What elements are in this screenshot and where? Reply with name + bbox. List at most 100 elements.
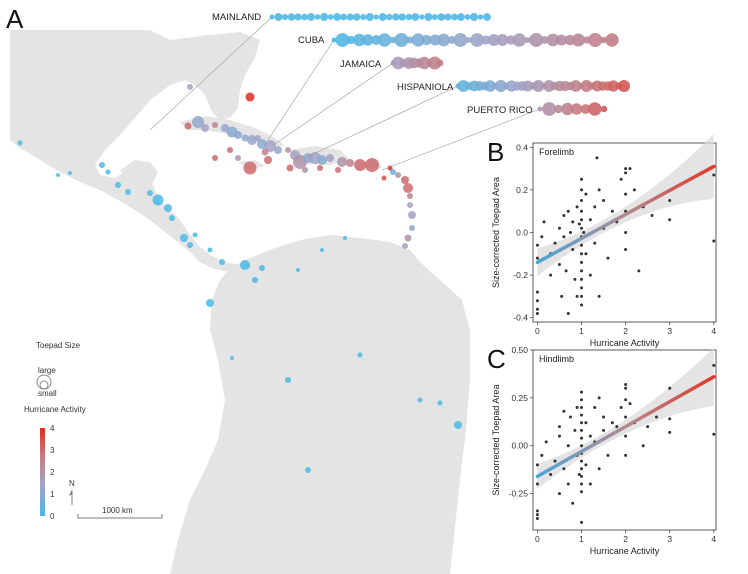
strip-dot-mainland	[327, 14, 334, 20]
data-point	[624, 453, 628, 457]
map-dot	[381, 175, 387, 181]
data-point	[584, 252, 588, 256]
data-point	[562, 213, 566, 217]
panel-title: Forelimb	[539, 147, 574, 157]
strip-dot-mainland	[464, 14, 471, 20]
data-point	[712, 363, 716, 367]
map-dot	[187, 84, 193, 90]
data-point	[566, 311, 570, 315]
strip-dot-cuba	[496, 34, 509, 46]
strip-dot-hispaniola	[494, 80, 507, 92]
landmass-florida	[212, 58, 240, 118]
data-point	[580, 405, 584, 409]
data-point	[575, 294, 579, 298]
data-point	[580, 474, 584, 478]
map-dot	[99, 162, 105, 168]
strip-dot-puerto-rico	[600, 105, 608, 113]
north-arrow: N	[69, 479, 75, 505]
map-dot	[192, 116, 204, 128]
strip-dot-puerto-rico	[537, 106, 543, 112]
strip-dot-mainland	[419, 14, 425, 20]
map-dot	[402, 243, 408, 249]
strip-dot-cuba	[588, 33, 603, 47]
landmass-north-america	[10, 30, 260, 272]
data-point	[646, 425, 650, 429]
x-tick-label: 2	[623, 326, 628, 336]
data-point	[577, 472, 581, 476]
map-dot	[180, 234, 188, 242]
data-point	[668, 430, 672, 434]
data-point	[624, 434, 628, 438]
data-point	[588, 273, 592, 277]
data-point	[593, 241, 597, 245]
data-point	[628, 167, 632, 171]
data-point	[602, 415, 606, 419]
hurricane-tick-0: 0	[50, 512, 55, 521]
data-point	[619, 405, 623, 409]
map-dot	[346, 159, 354, 167]
map-dot	[125, 189, 131, 195]
data-point	[560, 294, 564, 298]
panel-c-hindlimb: C Hindlimb 0 1 2 3 4 -0.25 0.00 0.25 0.50 Hurrican…	[487, 344, 716, 556]
data-point	[557, 226, 561, 230]
data-point	[580, 398, 584, 402]
data-point	[597, 467, 601, 471]
map-dot	[243, 161, 257, 175]
data-point	[580, 467, 584, 471]
strip-dot-hispaniola	[532, 80, 545, 92]
y-axis-label: Size-corrected Toepad Area	[491, 385, 501, 496]
data-point	[540, 453, 544, 457]
data-point	[566, 209, 570, 213]
data-point	[668, 218, 672, 222]
data-point	[593, 405, 597, 409]
hurricane-tick-4: 4	[50, 424, 55, 433]
label-puerto-rico: PUERTO RICO	[467, 105, 533, 116]
data-point	[588, 434, 592, 438]
y-tick-label: -0.4	[513, 313, 528, 323]
strip-dot-mainland	[444, 13, 452, 21]
data-point	[602, 199, 606, 203]
strip-dot-mainland	[392, 13, 400, 21]
y-axis-label: Size-corrected Toepad Area	[491, 177, 501, 288]
legend-toepad-title: Toepad Size	[36, 341, 81, 350]
data-point	[654, 415, 658, 419]
strip-dot-mainland	[340, 13, 348, 21]
map-panel	[10, 30, 470, 574]
strip-dot-mainland	[320, 13, 329, 21]
data-point	[580, 444, 584, 448]
map-dot	[240, 260, 250, 270]
data-point	[580, 226, 584, 230]
strip-dot-cuba	[605, 33, 619, 47]
data-point	[668, 386, 672, 390]
leader-line-hispaniola	[304, 85, 459, 159]
strip-dot-hispaniola	[484, 80, 496, 92]
data-point	[542, 220, 546, 224]
data-point	[568, 415, 572, 419]
data-point	[580, 260, 584, 264]
data-point	[712, 239, 716, 243]
data-point	[535, 307, 539, 311]
map-dot	[317, 165, 323, 171]
map-dot	[252, 277, 258, 283]
data-point	[580, 277, 584, 281]
map-dot	[201, 124, 209, 132]
map-dot	[296, 268, 300, 272]
strip-dot-mainland	[386, 13, 393, 21]
map-dot	[403, 183, 413, 193]
data-point	[535, 243, 539, 247]
map-dot	[285, 377, 291, 383]
map-dot	[404, 234, 412, 242]
map-dot	[354, 159, 366, 171]
hurricane-tick-2: 2	[50, 468, 55, 477]
data-point	[580, 243, 584, 247]
strip-dot-cuba	[335, 33, 350, 47]
data-point	[580, 459, 584, 463]
data-point	[573, 277, 577, 281]
strip-dot-mainland	[360, 14, 367, 20]
data-point	[573, 428, 577, 432]
fit-line	[535, 164, 716, 265]
map-dot	[219, 259, 225, 265]
map-dot	[115, 182, 121, 188]
strip-dot-mainland	[477, 14, 484, 20]
north-arrow-head	[69, 490, 72, 496]
